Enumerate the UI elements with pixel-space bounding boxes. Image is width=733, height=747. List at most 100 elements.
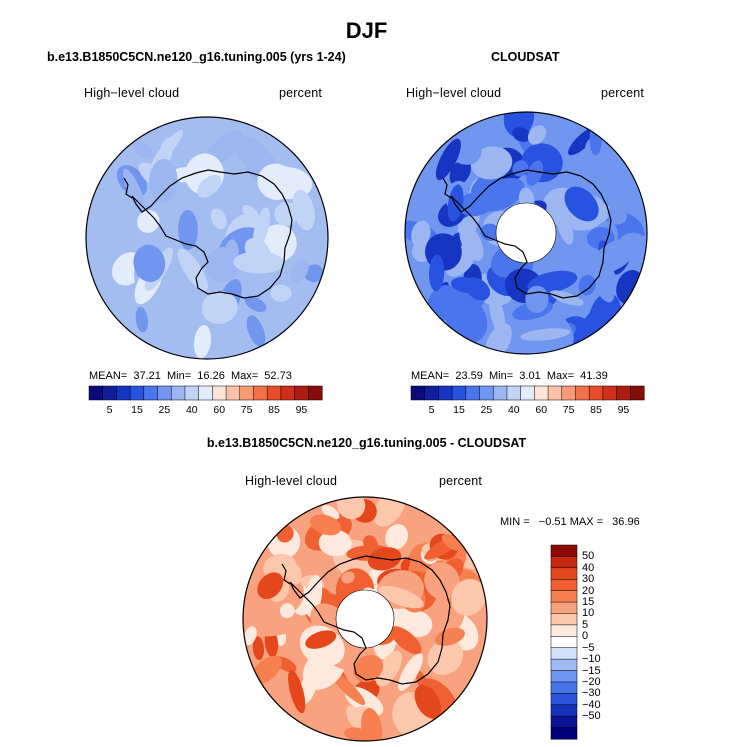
difference-cloud-field	[309, 514, 342, 536]
difference-cloud-field	[344, 727, 368, 741]
cloudsat-cloud-field	[427, 284, 462, 321]
difference-colorbar-tick-label: −30	[582, 687, 601, 700]
difference-colorbar-swatch	[550, 658, 578, 672]
model-colorbar-tick-label: 40	[185, 404, 198, 416]
model-cloud-field	[292, 189, 315, 231]
cloudsat-cloud-field	[428, 254, 445, 292]
model-colorbar	[88, 385, 323, 401]
difference-cloud-field	[414, 684, 442, 719]
difference-polar-gap	[335, 589, 395, 649]
model-colorbar-tick-label: 75	[240, 404, 253, 416]
cloudsat-peninsula-coast	[442, 177, 452, 199]
difference-cloud-field	[385, 524, 409, 550]
difference-colorbar-tick-label: 0	[582, 630, 589, 643]
difference-cloud-field	[286, 563, 302, 585]
cloudsat-cloud-field	[520, 328, 571, 341]
cloudsat-colorbar-tick-label: 95	[617, 404, 630, 416]
cloudsat-cloud-field	[435, 138, 461, 181]
model-colorbar-tick-label: 5	[106, 404, 113, 416]
cloudsat-colorbar-tick-label: 85	[590, 404, 602, 416]
difference-colorbar-tick-label: −20	[582, 675, 601, 688]
difference-colorbar-swatch	[550, 693, 578, 706]
difference-colorbar-swatch	[550, 715, 578, 729]
cloudsat-cloud-field	[556, 210, 574, 245]
model-cloud-field	[242, 204, 259, 221]
model-cloud-field	[197, 174, 222, 198]
difference-cloud-field	[375, 650, 402, 687]
model-colorbar-tick-label: 95	[295, 404, 308, 416]
cloudsat-cloud-field	[459, 223, 484, 262]
cloudsat-colorbar-swatch	[630, 385, 645, 401]
cloudsat-cloud-field	[449, 159, 472, 186]
model-cloud-field	[133, 244, 166, 282]
difference-antarctica-coastline	[289, 555, 451, 685]
difference-colorbar-tick-label: −15	[582, 664, 601, 677]
difference-colorbar-tick-label: 20	[582, 584, 595, 597]
cloudsat-stats: MEAN= 23.59 Min= 3.01 Max= 41.39	[411, 370, 608, 382]
difference-colorbar-swatch	[550, 544, 578, 557]
cloudsat-colorbar-tick-label: 40	[507, 404, 520, 416]
cloudsat-colorbar-labels: 5 15 25 40 60 75 85 95	[411, 404, 644, 418]
difference-colorbar-swatch	[550, 613, 578, 626]
model-cloud-field	[205, 130, 244, 166]
cloudsat-map-border	[404, 111, 648, 355]
difference-cloud-field	[243, 626, 257, 646]
cloudsat-colorbar-tick-label: 75	[562, 404, 575, 416]
cloudsat-colorbar-tick-label: 15	[453, 404, 465, 416]
model-cloud-field	[178, 209, 198, 250]
model-panel-title: b.e13.B1850C5CN.ne120_g16.tuning.005 (yr…	[47, 50, 346, 64]
cloudsat-colorbar-tick-label: 5	[428, 404, 435, 416]
difference-colorbar-swatch	[550, 636, 578, 649]
cloudsat-cloud-field	[578, 305, 608, 340]
difference-cloud-field	[257, 572, 284, 599]
difference-peninsula-coast	[281, 563, 291, 585]
model-peninsula-coast	[123, 177, 133, 199]
difference-colorbar-swatch	[550, 647, 578, 660]
model-cloud-field	[257, 163, 296, 200]
difference-colorbar-tick-label: −10	[582, 653, 601, 666]
model-cloud-field	[290, 259, 309, 283]
model-cloud-field	[233, 136, 272, 171]
difference-cloud-field	[279, 603, 295, 619]
difference-cloud-field	[288, 669, 306, 714]
cloudsat-cloud-field	[503, 112, 535, 138]
model-cloud-field	[253, 207, 271, 248]
difference-colorbar-tick-label: −40	[582, 698, 601, 711]
difference-cloud-field	[250, 655, 282, 685]
difference-cloud-field	[427, 638, 464, 676]
model-colorbar-tick-label: 60	[213, 404, 226, 416]
difference-cloud-field	[363, 535, 378, 553]
model-variable-label: High−level cloud	[84, 86, 180, 100]
difference-colorbar-tick-label: 5	[582, 618, 589, 631]
difference-units-label: percent	[439, 474, 483, 488]
difference-cloud-field	[318, 529, 352, 557]
difference-cloud-field	[398, 653, 423, 691]
difference-colorbar-tick-label: 15	[582, 596, 595, 609]
difference-cloud-field	[252, 636, 264, 661]
difference-colorbar-swatch	[550, 624, 578, 637]
cloudsat-cloud-field	[447, 184, 464, 222]
difference-cloud-field	[441, 534, 462, 551]
difference-cloud-field	[353, 655, 384, 683]
model-cloud-field	[304, 264, 324, 283]
model-cloud-field	[148, 158, 178, 204]
difference-cloud-field	[378, 585, 424, 609]
cloudsat-colorbar	[410, 385, 645, 401]
difference-colorbar-swatch	[550, 670, 578, 683]
figure-title: DJF	[345, 18, 388, 43]
difference-colorbar-tick-label: 50	[582, 550, 595, 563]
model-cloud-field	[123, 168, 146, 214]
cloudsat-cloud-field	[591, 263, 615, 303]
cloudsat-panel-title: CLOUDSAT	[491, 50, 560, 64]
cloudsat-cloud-field	[549, 290, 584, 306]
difference-colorbar-tick-label: −5	[582, 641, 595, 654]
difference-colorbar-tick-label: 40	[582, 561, 595, 574]
cloudsat-colorbar-tick-label: 60	[535, 404, 548, 416]
cloudsat-cloud-field	[586, 227, 615, 250]
cloudsat-colorbar-tick-label: 25	[480, 404, 493, 416]
difference-map-border	[242, 496, 488, 742]
difference-colorbar-labels: 50 40 30 20 15 10 5 0 −5 −10 −15 −20 −30 −40 −50	[582, 545, 622, 739]
cloudsat-cloud-field	[578, 274, 596, 296]
